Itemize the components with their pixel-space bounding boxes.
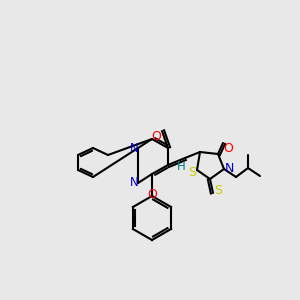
Text: N: N <box>130 142 138 154</box>
Text: N: N <box>130 176 138 190</box>
Text: O: O <box>147 188 157 202</box>
Text: O: O <box>151 130 161 143</box>
Text: H: H <box>177 160 185 172</box>
Text: S: S <box>214 184 222 196</box>
Text: S: S <box>188 166 196 178</box>
Text: N: N <box>224 163 234 176</box>
Text: O: O <box>223 142 233 154</box>
